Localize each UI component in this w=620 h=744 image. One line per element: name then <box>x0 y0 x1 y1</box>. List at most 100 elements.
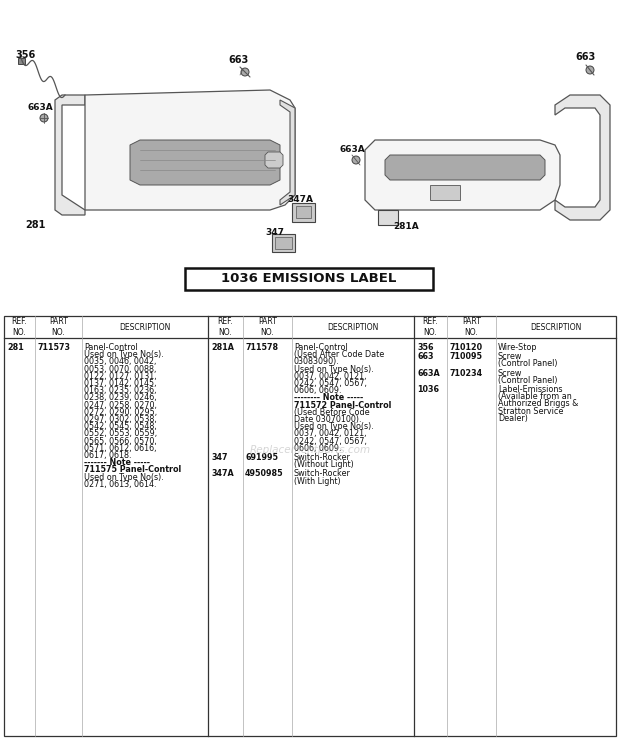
Text: (Control Panel): (Control Panel) <box>498 376 557 385</box>
Text: 281: 281 <box>7 343 24 352</box>
Polygon shape <box>265 152 283 168</box>
Text: 663A: 663A <box>340 145 366 154</box>
Polygon shape <box>85 90 295 210</box>
Text: 0238, 0239, 0246,: 0238, 0239, 0246, <box>84 394 157 403</box>
Text: Panel-Control: Panel-Control <box>84 343 138 352</box>
Polygon shape <box>280 100 295 205</box>
Text: 281A: 281A <box>211 343 234 352</box>
Polygon shape <box>378 210 398 225</box>
Text: 347A: 347A <box>287 195 313 204</box>
Polygon shape <box>365 140 560 210</box>
Text: 356: 356 <box>15 50 35 60</box>
Text: Switch-Rocker: Switch-Rocker <box>294 453 351 462</box>
Text: 0297, 0302, 0538,: 0297, 0302, 0538, <box>84 415 157 424</box>
Text: (Without Light): (Without Light) <box>294 461 354 469</box>
Text: 711578: 711578 <box>245 343 278 352</box>
Polygon shape <box>385 155 545 180</box>
Text: Used on Type No(s).: Used on Type No(s). <box>294 365 374 373</box>
Text: DESCRIPTION: DESCRIPTION <box>119 322 170 332</box>
Text: 0053, 0070, 0088,: 0053, 0070, 0088, <box>84 365 156 373</box>
Text: 0035, 0046, 0042,: 0035, 0046, 0042, <box>84 357 156 366</box>
Text: Replacementparts.com: Replacementparts.com <box>249 445 371 455</box>
Text: 711573: 711573 <box>37 343 70 352</box>
Text: 347: 347 <box>265 228 284 237</box>
Text: Stratton Service: Stratton Service <box>498 407 564 416</box>
Text: 663A: 663A <box>28 103 54 112</box>
Text: -------- Note -----: -------- Note ----- <box>294 394 363 403</box>
Text: 663: 663 <box>575 52 595 62</box>
Text: 281: 281 <box>25 220 45 230</box>
Circle shape <box>586 66 594 74</box>
Text: 0272, 0290, 0295,: 0272, 0290, 0295, <box>84 408 157 417</box>
Text: 0606, 0609.: 0606, 0609. <box>294 444 342 453</box>
Text: 03083090).: 03083090). <box>294 357 340 366</box>
Text: Wire-Stop: Wire-Stop <box>498 343 538 352</box>
Text: 663: 663 <box>228 55 248 65</box>
Text: 0271, 0613, 0614.: 0271, 0613, 0614. <box>84 480 156 489</box>
Text: (Used Before Code: (Used Before Code <box>294 408 370 417</box>
Polygon shape <box>130 140 280 185</box>
Polygon shape <box>272 234 295 252</box>
Text: 347: 347 <box>211 453 228 462</box>
Text: (With Light): (With Light) <box>294 477 340 486</box>
Text: ------- Note -----: ------- Note ----- <box>84 458 150 467</box>
Text: 710120: 710120 <box>449 343 482 352</box>
Text: 711572 Panel-Control: 711572 Panel-Control <box>294 400 391 410</box>
Text: Screw: Screw <box>498 352 523 361</box>
Text: Used on Type No(s).: Used on Type No(s). <box>84 472 164 481</box>
Text: Switch-Rocker: Switch-Rocker <box>294 469 351 478</box>
Text: 710095: 710095 <box>449 352 482 361</box>
Text: 0542, 0545, 0548,: 0542, 0545, 0548, <box>84 422 157 432</box>
Circle shape <box>352 156 360 164</box>
Text: Used on Type No(s).: Used on Type No(s). <box>294 422 374 432</box>
Text: 0565, 0566, 0570,: 0565, 0566, 0570, <box>84 437 157 446</box>
Text: 0571, 0612, 0616,: 0571, 0612, 0616, <box>84 444 156 453</box>
Text: Used on Type No(s).: Used on Type No(s). <box>84 350 164 359</box>
Text: 281A: 281A <box>393 222 418 231</box>
Text: Panel-Control: Panel-Control <box>294 343 348 352</box>
Text: 0242, 0547, 0567,: 0242, 0547, 0567, <box>294 437 367 446</box>
Text: 4950985: 4950985 <box>245 469 283 478</box>
Text: 663A: 663A <box>417 368 440 378</box>
Text: DESCRIPTION: DESCRIPTION <box>327 322 379 332</box>
Bar <box>185 268 433 290</box>
Text: 347A: 347A <box>211 469 234 478</box>
Text: 0242, 0547, 0567,: 0242, 0547, 0567, <box>294 379 367 388</box>
Text: 0617, 0618.: 0617, 0618. <box>84 451 131 460</box>
Text: 663: 663 <box>417 352 433 361</box>
Polygon shape <box>555 95 610 220</box>
Polygon shape <box>275 237 292 249</box>
Text: REF.
NO.: REF. NO. <box>423 317 438 337</box>
Text: REF.
NO.: REF. NO. <box>12 317 27 337</box>
Text: 356: 356 <box>417 343 433 352</box>
Text: 1036 EMISSIONS LABEL: 1036 EMISSIONS LABEL <box>221 272 397 286</box>
Text: 0606, 0609.: 0606, 0609. <box>294 386 342 395</box>
Text: 0037, 0042, 0121,: 0037, 0042, 0121, <box>294 372 366 381</box>
Circle shape <box>241 68 249 76</box>
Text: Authorized Briggs &: Authorized Briggs & <box>498 400 578 408</box>
Polygon shape <box>292 203 315 222</box>
Text: Date 03070100).: Date 03070100). <box>294 415 361 424</box>
Text: 711575 Panel-Control: 711575 Panel-Control <box>84 466 181 475</box>
Text: Screw: Screw <box>498 368 523 378</box>
Text: 691995: 691995 <box>245 453 278 462</box>
Circle shape <box>40 114 48 122</box>
Text: DESCRIPTION: DESCRIPTION <box>530 322 582 332</box>
Text: 1036: 1036 <box>417 385 439 394</box>
Text: REF.
NO.: REF. NO. <box>218 317 233 337</box>
Text: PART
NO.: PART NO. <box>462 317 481 337</box>
Text: 0552, 0553, 0559,: 0552, 0553, 0559, <box>84 429 157 438</box>
Text: 0247, 0258, 0270,: 0247, 0258, 0270, <box>84 400 157 410</box>
Text: 0137, 0142, 0145,: 0137, 0142, 0145, <box>84 379 156 388</box>
Bar <box>4 316 616 736</box>
Polygon shape <box>430 185 460 200</box>
Bar <box>18 58 25 64</box>
Text: 0163, 0235, 0236,: 0163, 0235, 0236, <box>84 386 156 395</box>
Text: 0037, 0042, 0121,: 0037, 0042, 0121, <box>294 429 366 438</box>
Text: (Used After Code Date: (Used After Code Date <box>294 350 384 359</box>
Text: PART
NO.: PART NO. <box>49 317 68 337</box>
Text: PART
NO.: PART NO. <box>258 317 277 337</box>
Text: Dealer): Dealer) <box>498 414 528 423</box>
Text: Label-Emissions: Label-Emissions <box>498 385 562 394</box>
Text: 0122, 0127, 0131,: 0122, 0127, 0131, <box>84 372 157 381</box>
